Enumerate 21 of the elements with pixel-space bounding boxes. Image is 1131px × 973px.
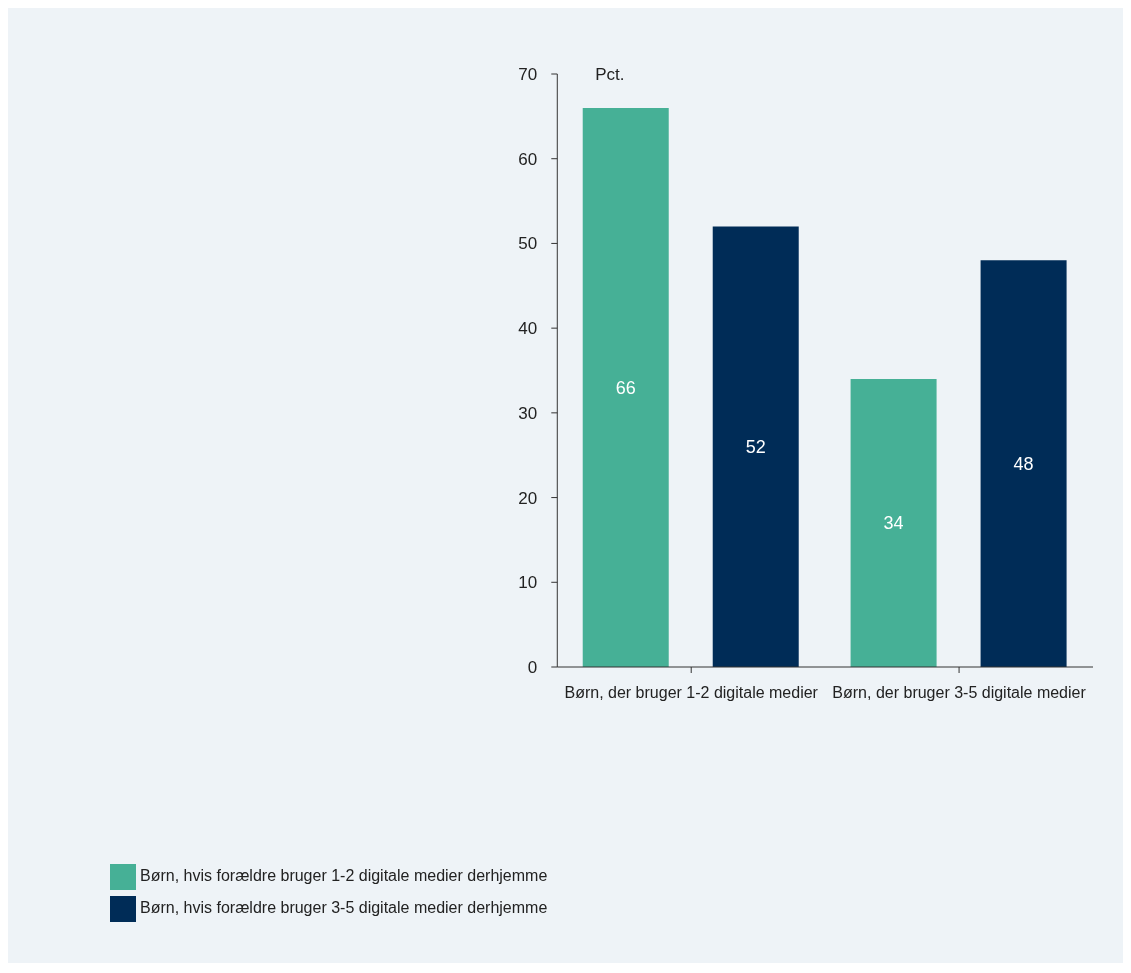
y-tick-label: 40 [518, 319, 538, 339]
y-tick-label: 0 [527, 658, 538, 678]
x-tick-label: Børn, der bruger 1-2 digitale medier [564, 684, 819, 702]
x-tick-label: Børn, der bruger 3-5 digitale medier [832, 684, 1087, 702]
y-tick-label: 50 [518, 234, 538, 254]
bar [850, 378, 937, 667]
bar [582, 107, 669, 667]
data-label: 66 [615, 377, 636, 398]
y-tick-label: 30 [518, 403, 538, 423]
y-tick-label: 20 [518, 488, 538, 508]
data-label: 48 [1013, 454, 1034, 475]
data-label: 34 [883, 513, 904, 534]
legend-label: Børn, hvis forældre bruger 1-2 digitale medier derhjemme [140, 867, 548, 884]
legend-label: Børn, hvis forældre bruger 3-5 digitale medier derhjemme [140, 899, 548, 916]
y-tick-label: 60 [518, 149, 538, 169]
bar [980, 260, 1067, 667]
y-tick-label: 10 [518, 573, 538, 593]
y-tick-label: 70 [518, 65, 538, 85]
data-label: 52 [745, 437, 766, 458]
bar [712, 226, 799, 667]
y-axis-title: Pct. [595, 65, 625, 84]
